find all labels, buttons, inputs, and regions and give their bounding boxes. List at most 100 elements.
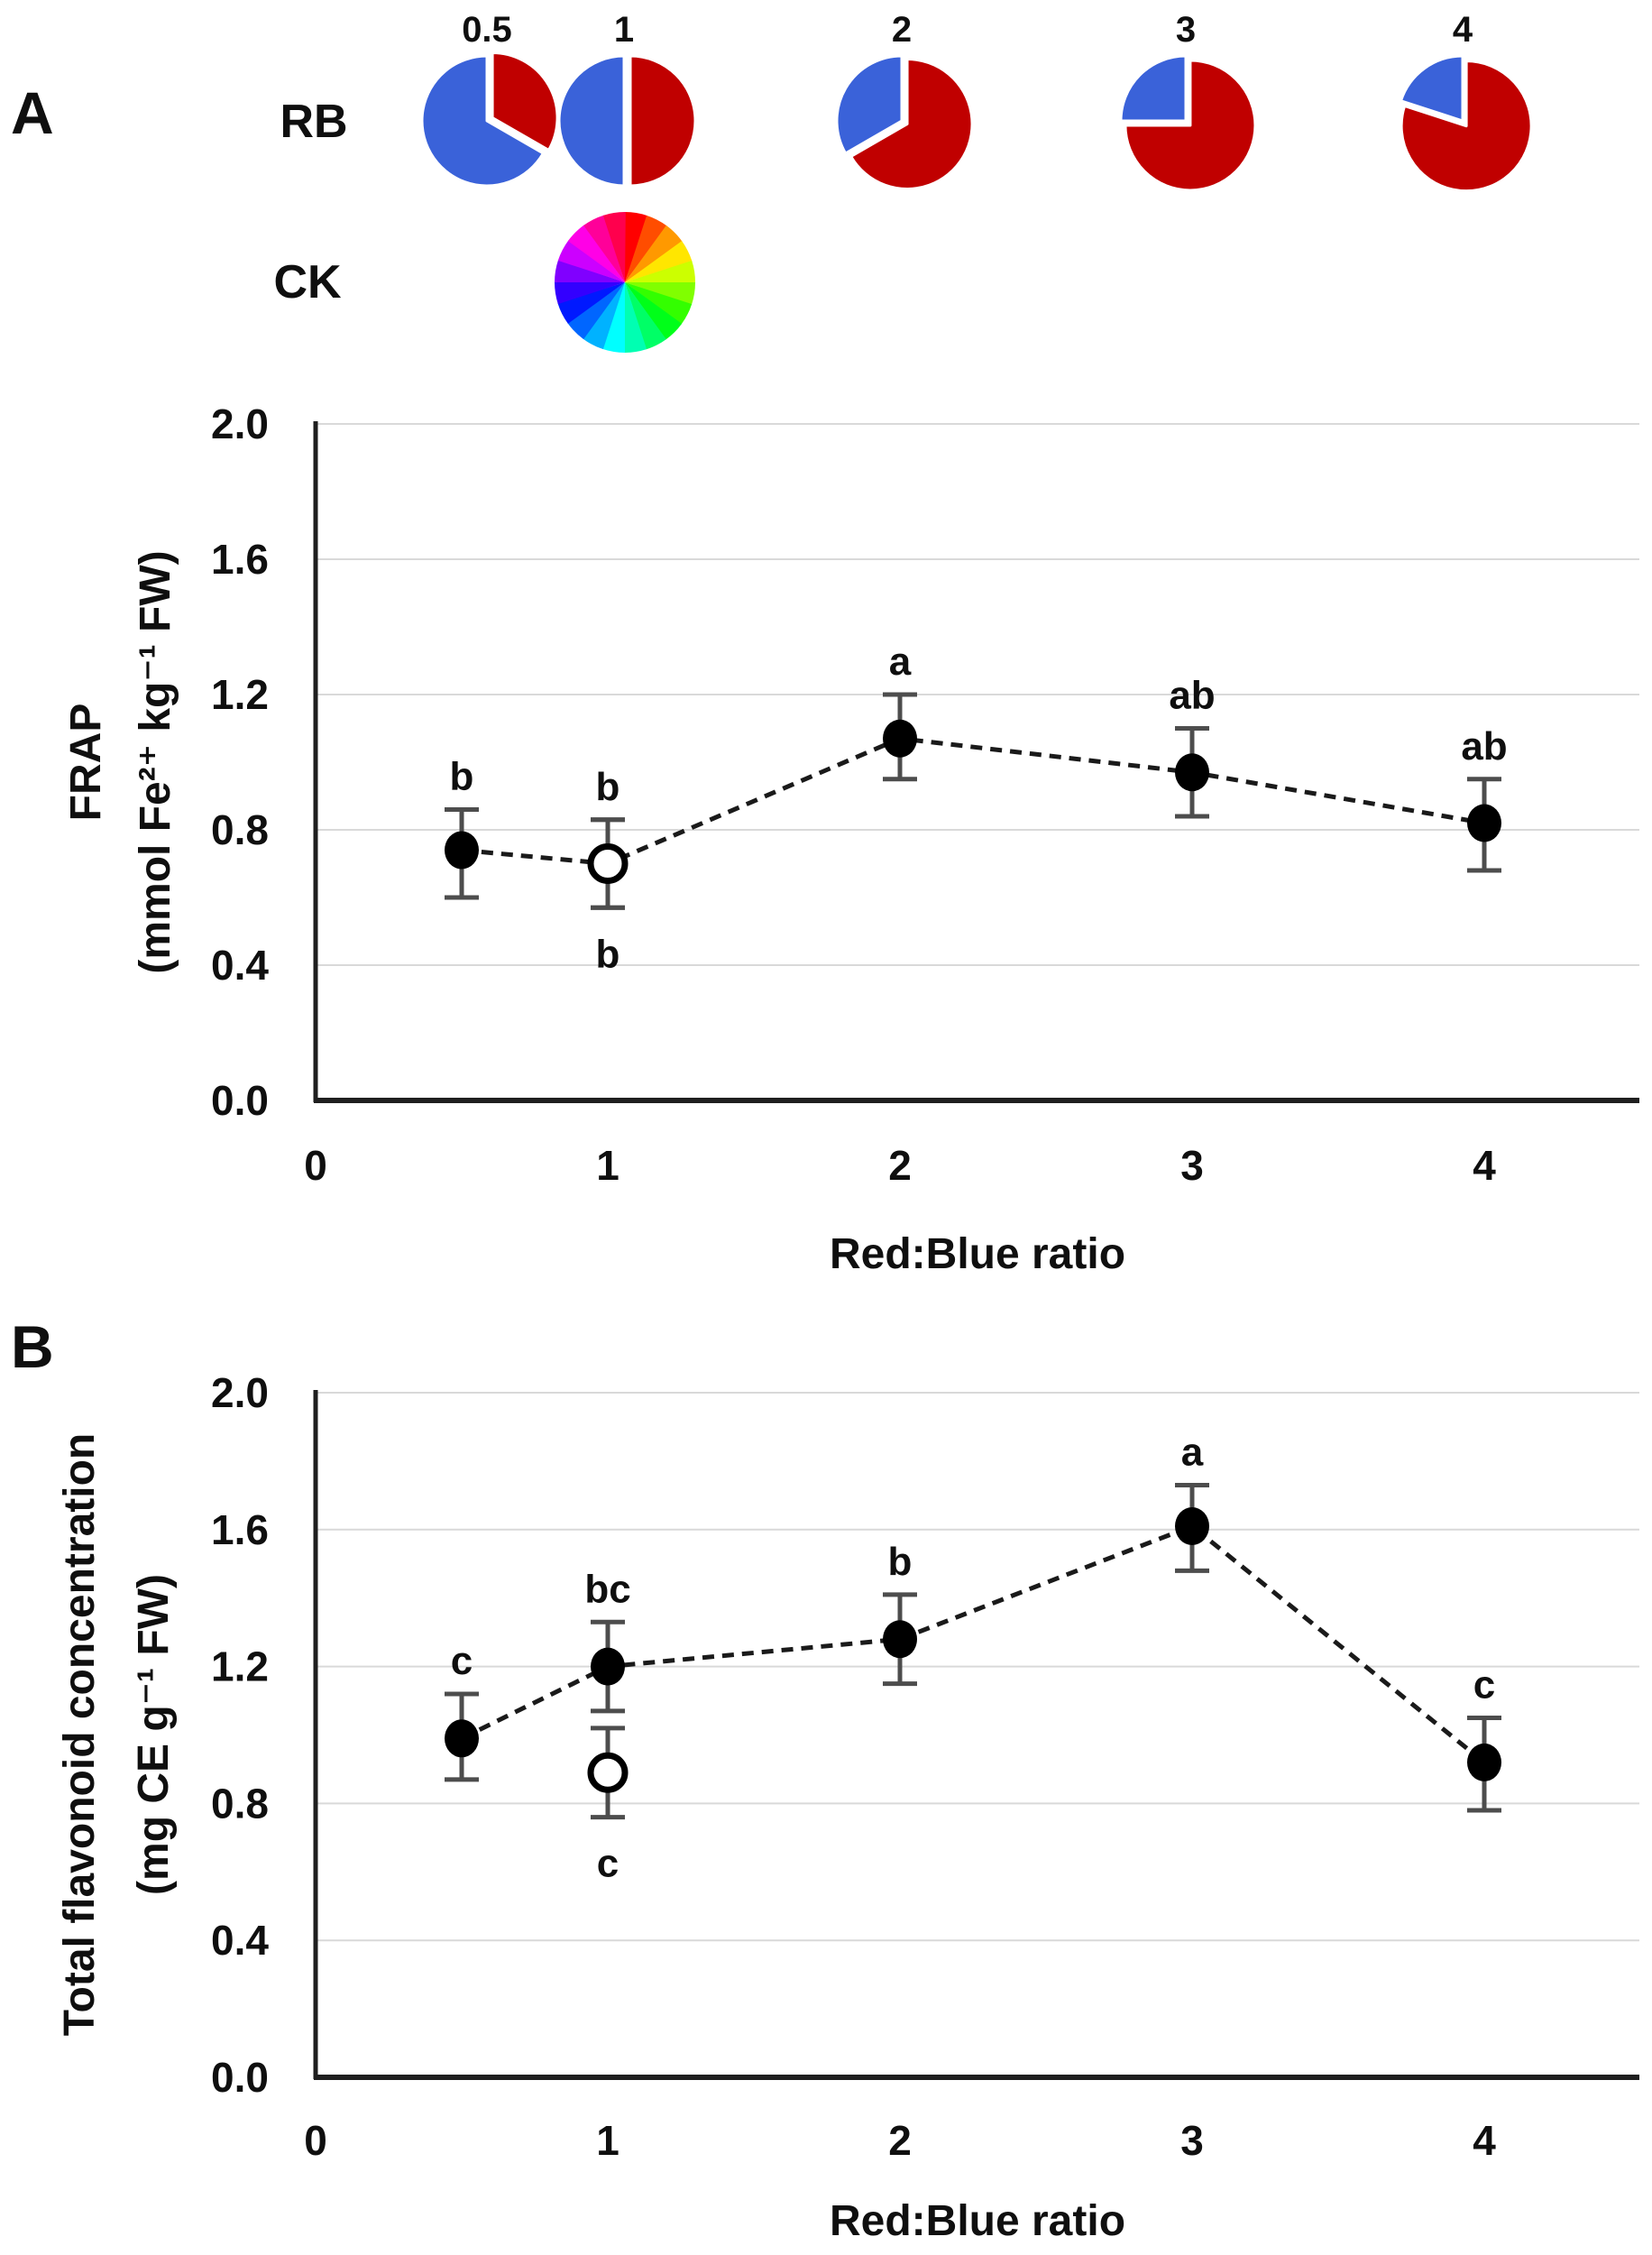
panel-a-plot: 2.0 1.6 1.2 0.8 0.4 0.0 0 1 2 3 4 b b a ab ab b [211, 400, 1639, 1189]
ck-legend-label: CK [273, 256, 342, 308]
rb-pie: 2 [835, 10, 974, 190]
significance-letter: c [597, 1842, 619, 1886]
color-wheel-sector [625, 215, 667, 282]
color-wheel-sector [625, 282, 683, 340]
rb-data-point [1467, 1743, 1501, 1781]
pie-slice-blue [557, 54, 626, 188]
rb-data-point [883, 1620, 917, 1659]
y-tick-label: 2.0 [211, 400, 269, 447]
rb-data-point [445, 1719, 479, 1758]
rb-pie-label: 3 [1176, 10, 1196, 50]
rb-legend-label: RB [280, 96, 347, 148]
color-wheel-sector [625, 260, 695, 283]
rb-data-point [1175, 753, 1209, 792]
rb-series-line [460, 1523, 1486, 1764]
y-tick-label: 1.6 [211, 536, 269, 583]
ck-color-wheel [555, 212, 695, 353]
rb-pie-label: 0.5 [462, 10, 512, 50]
color-wheel-sector [602, 212, 626, 282]
x-tick-label: 1 [596, 2117, 620, 2164]
y-tick-label: 0.8 [211, 1780, 269, 1827]
x-tick-label: 2 [888, 2117, 912, 2164]
color-wheel-sector [624, 282, 647, 353]
significance-letter: b [596, 765, 620, 809]
ck-data-point [587, 1752, 629, 1793]
rb-data-point [883, 719, 917, 758]
rb-pie: 0.5 [420, 10, 559, 188]
panel-b-y-axis-title-units: (mg CE g⁻¹ FW) [130, 1574, 178, 1895]
y-tick-label: 0.4 [211, 942, 269, 989]
pie-slice-red [491, 51, 559, 152]
ck-data-point [587, 843, 629, 884]
rb-data-point [445, 831, 479, 870]
rb-data-point [1467, 804, 1501, 842]
rb-pie: 3 [1119, 10, 1257, 192]
color-wheel-sector [625, 282, 666, 350]
color-wheel-sector [555, 281, 625, 305]
pie-slice-blue [420, 54, 545, 188]
color-wheel-sector [583, 282, 625, 350]
significance-letter: ab [1461, 724, 1507, 769]
color-wheel-sector [567, 282, 625, 340]
panel-b-y-axis-title-main: Total flavonoid concentration [56, 1433, 104, 2036]
pie-slice-blue [835, 54, 904, 155]
pie-slice-blue [1119, 54, 1188, 123]
x-tick-label: 2 [888, 1142, 912, 1189]
panel-a-label: A [11, 79, 54, 146]
color-wheel-sector [625, 282, 693, 325]
color-wheel-sector [625, 212, 647, 282]
rb-pie: 4 [1400, 10, 1533, 193]
pie-slice-red [1124, 59, 1257, 192]
rb-pie: 1 [557, 10, 697, 188]
significance-letter: a [1181, 1430, 1204, 1474]
color-wheel-sector [567, 225, 625, 282]
significance-letter: c [451, 1639, 473, 1683]
x-tick-label: 3 [1180, 1142, 1204, 1189]
color-wheel-sector [557, 282, 625, 324]
panel-b-plot: 2.0 1.6 1.2 0.8 0.4 0.0 0 1 2 3 4 c bc b a c c [211, 1369, 1639, 2164]
pie-slice-red [1400, 60, 1533, 193]
pie-slice-red [629, 54, 697, 188]
significance-letter: b [888, 1540, 913, 1584]
rb-data-point [591, 1647, 625, 1686]
panel-a-x-axis-title: Red:Blue ratio [830, 1230, 1125, 1278]
color-wheel-sector [557, 240, 625, 282]
y-tick-label: 1.2 [211, 1643, 269, 1690]
color-wheel-sector [625, 241, 693, 282]
panel-b-label: B [11, 1313, 54, 1380]
color-wheel-sector [583, 215, 625, 282]
x-tick-label: 4 [1473, 1142, 1496, 1189]
panel-a-y-axis-title-main: FRAP [62, 704, 110, 822]
y-tick-label: 0.8 [211, 806, 269, 853]
significance-letter: ab [1169, 674, 1215, 718]
significance-letter: b [450, 755, 474, 799]
color-wheel-sector [602, 282, 625, 353]
significance-letter: a [889, 640, 912, 684]
x-tick-label: 4 [1473, 2117, 1496, 2164]
pie-slice-blue [1400, 54, 1464, 123]
x-tick-label: 0 [304, 2117, 327, 2164]
significance-letter: c [1473, 1663, 1495, 1707]
y-tick-label: 0.4 [211, 1917, 269, 1964]
x-tick-label: 0 [304, 1142, 327, 1189]
y-tick-label: 1.6 [211, 1506, 269, 1553]
color-wheel-sector [625, 282, 695, 305]
panel-b-x-axis-title: Red:Blue ratio [830, 2197, 1125, 2245]
x-tick-label: 3 [1180, 2117, 1204, 2164]
rb-data-point [1175, 1507, 1209, 1546]
color-wheel-sector [555, 260, 625, 282]
y-tick-label: 2.0 [211, 1369, 269, 1416]
significance-letter: b [596, 932, 620, 976]
y-tick-label: 0.0 [211, 2054, 269, 2101]
rb-pie-label: 1 [614, 10, 634, 50]
rb-pie-label: 2 [892, 10, 912, 50]
y-tick-label: 0.0 [211, 1077, 269, 1124]
y-tick-label: 1.2 [211, 671, 269, 718]
color-wheel-sector [625, 225, 683, 282]
panel-a-y-axis-title-units: (mmol Fe²⁺ kg⁻¹ FW) [132, 550, 179, 973]
significance-letter: bc [584, 1567, 630, 1611]
x-tick-label: 1 [596, 1142, 620, 1189]
rb-pie-label: 4 [1453, 10, 1473, 50]
